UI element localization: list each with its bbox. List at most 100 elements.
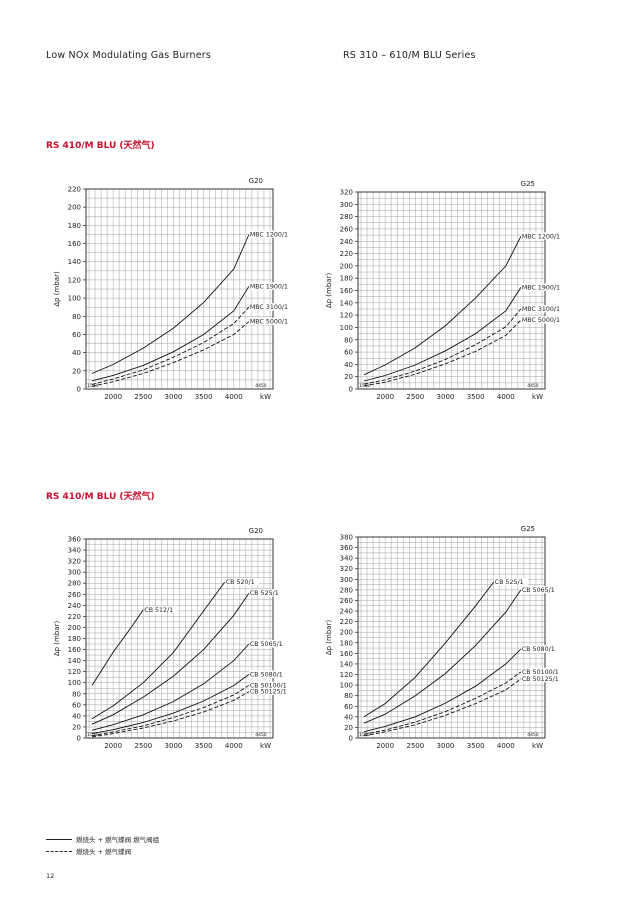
series-line-mbc-1900-1 [363, 287, 522, 382]
y-tick-label: 40 [72, 349, 81, 357]
y-axis-label: Δp (mbar) [325, 273, 333, 309]
y-tick-label: 0 [77, 735, 81, 743]
y-tick-label: 60 [344, 349, 353, 357]
series-line-cb-5065-1 [363, 589, 522, 724]
y-tick-label: 180 [68, 635, 81, 643]
y-tick-label: 240 [340, 238, 353, 246]
y-tick-label: 140 [340, 299, 353, 307]
y-tick-label: 80 [72, 690, 81, 698]
y-tick-label: 340 [340, 555, 353, 563]
chart-title: G25 [521, 180, 535, 188]
section-title-2: RS 410/M BLU (天然气) [46, 492, 155, 502]
series-line-mbc-1200-1 [91, 234, 250, 374]
series-line-mbc-1900-1 [91, 286, 250, 382]
y-tick-label: 40 [72, 712, 81, 720]
x-tick-label: 3000 [437, 742, 455, 750]
y-tick-label: 380 [340, 534, 353, 542]
series-label-cb-520-1: CB 520/1 [226, 579, 255, 586]
y-tick-label: 320 [68, 558, 81, 566]
y-tick-label: 0 [77, 386, 81, 394]
page-header-right: RS 310 – 610/M BLU Series [343, 50, 476, 61]
series-label-mbc-1900-1: MBC 1900/1 [522, 284, 560, 291]
x-max-label: 4450 [527, 732, 539, 738]
series-line-cb-5080-1 [363, 648, 522, 733]
y-tick-label: 120 [340, 312, 353, 320]
y-tick-label: 320 [340, 565, 353, 573]
y-tick-label: 180 [340, 275, 353, 283]
series-label-mbc-3100-1: MBC 3100/1 [522, 306, 560, 313]
x-max-label: 4450 [527, 383, 539, 389]
y-axis-label: Δp (mbar) [325, 620, 333, 656]
x-tick-label: 2000 [376, 742, 394, 750]
x-tick-label: 3000 [437, 393, 455, 401]
series-label-bg [521, 232, 564, 240]
series-label-cb-525-1: CB 525/1 [250, 590, 279, 597]
y-tick-label: 160 [340, 650, 353, 658]
series-line-mbc-1200-1 [363, 236, 522, 376]
legend-row-solid: 燃烧头 + 燃气蝶阀 燃气阀组 [46, 833, 159, 845]
y-tick-label: 0 [349, 386, 353, 394]
series-label-bg [521, 667, 564, 676]
x-axis-label: kW [260, 742, 271, 750]
y-tick-label: 220 [340, 618, 353, 626]
series-label-bg [249, 681, 292, 689]
x-tick-label: 3500 [467, 393, 485, 401]
series-line-mbc-5000-1 [363, 319, 522, 387]
y-tick-label: 340 [68, 547, 81, 555]
y-tick-label: 120 [68, 668, 81, 676]
series-label-bg [521, 645, 560, 653]
x-min-label: 1550 [87, 732, 99, 738]
y-tick-label: 260 [340, 597, 353, 605]
grid [86, 539, 273, 738]
x-max-label: 4450 [255, 732, 267, 738]
series-line-cb-512-1 [91, 609, 144, 686]
y-tick-label: 300 [340, 201, 353, 209]
x-tick-label: 3000 [165, 393, 183, 401]
legend-solid-line [46, 838, 72, 840]
series-line-cb-50100-1 [363, 671, 522, 735]
series-label-bg [521, 585, 560, 594]
y-tick-label: 280 [340, 213, 353, 221]
y-tick-label: 280 [340, 586, 353, 594]
y-tick-label: 40 [344, 713, 353, 721]
series-label-cb-5080-1: CB 5080/1 [250, 671, 283, 678]
y-tick-label: 160 [68, 646, 81, 654]
y-tick-label: 60 [344, 703, 353, 711]
series-label-mbc-1200-1: MBC 1200/1 [250, 231, 288, 238]
series-label-bg [249, 230, 292, 238]
series-label-bg [494, 577, 529, 586]
x-tick-label: 2500 [406, 742, 424, 750]
y-tick-label: 100 [340, 324, 353, 332]
legend-dashed-line [46, 850, 72, 852]
y-tick-label: 0 [349, 735, 353, 743]
series-label-cb-512-1: CB 512/1 [144, 607, 173, 614]
y-tick-label: 180 [68, 222, 81, 230]
series-label-bg [249, 589, 284, 597]
series-label-mbc-3100-1: MBC 3100/1 [250, 304, 288, 311]
series-label-cb-50100-1: CB 50100/1 [250, 682, 287, 689]
y-tick-label: 240 [340, 608, 353, 616]
series-label-bg [521, 316, 564, 324]
series-label-cb-525-1: CB 525/1 [495, 579, 524, 586]
y-tick-label: 220 [68, 613, 81, 621]
y-tick-label: 260 [68, 591, 81, 599]
x-tick-label: 2000 [376, 393, 394, 401]
y-tick-label: 240 [68, 602, 81, 610]
x-axis-label: kW [260, 393, 271, 401]
series-line-cb-50125-1 [91, 691, 250, 738]
y-tick-label: 300 [68, 569, 81, 577]
series-line-mbc-5000-1 [91, 321, 250, 387]
chart-title: G20 [249, 177, 263, 185]
y-tick-label: 140 [68, 258, 81, 266]
y-tick-label: 140 [68, 657, 81, 665]
series-label-bg [521, 283, 564, 291]
legend-row-dashed: 燃烧头 + 燃气蝶阀 [46, 845, 159, 857]
y-tick-label: 60 [72, 331, 81, 339]
y-tick-label: 40 [344, 361, 353, 369]
series-line-cb-525-1 [363, 581, 495, 718]
x-axis-label: kW [532, 742, 543, 750]
series-line-cb-50125-1 [363, 678, 522, 737]
